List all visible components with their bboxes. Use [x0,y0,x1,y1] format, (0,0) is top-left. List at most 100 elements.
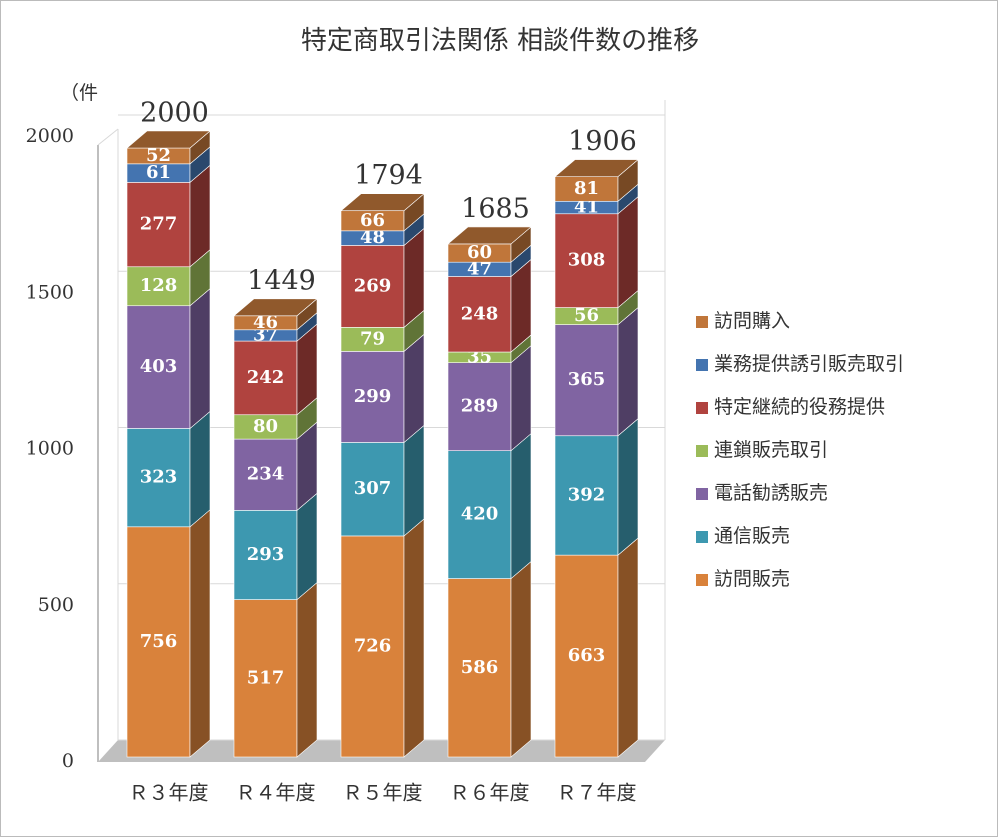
bar-segment [126,266,191,307]
bar-segment [233,438,298,511]
bar-segment [340,535,405,758]
bar-side [403,333,425,444]
bar-segment [233,510,298,600]
legend-label: 訪問販売 [714,568,790,590]
value-label: 756 [140,631,178,652]
bar-side [510,433,532,580]
y-axis-label: （件 [60,82,98,104]
bar-side [189,410,211,528]
x-tick-label: Ｒ５年度 [343,781,423,805]
value-label: 79 [360,328,385,349]
value-label: 234 [247,464,285,485]
value-label: 242 [247,367,285,388]
y-tick-label: 2000 [26,125,74,147]
bar-side [510,345,532,452]
y-tick-label: 500 [38,594,74,616]
total-label: 1449 [247,265,316,296]
bar-segment [126,526,191,758]
legend-swatch [696,402,708,414]
value-label: 293 [247,544,285,565]
bar-segment [447,362,512,451]
total-label: 2000 [140,98,209,129]
legend-label: 訪問購入 [714,310,790,332]
bar-segment [554,554,619,758]
bar-side [403,518,425,758]
value-label: 586 [461,657,499,678]
y-tick-label: 1000 [26,438,74,460]
legend-swatch [696,488,708,500]
legend-label: 連鎖販売取引 [714,439,828,461]
bar-top [447,226,532,245]
value-label: 517 [247,667,285,688]
value-label: 46 [253,312,278,333]
legend-label: 通信販売 [714,525,790,547]
legend-label: 業務提供誘引販売取引 [714,353,904,375]
legend-swatch [696,574,708,586]
value-label: 66 [360,210,385,231]
total-label: 1794 [354,160,423,191]
value-label: 52 [146,145,171,166]
side-wall-edge [97,128,119,146]
y-tick-label: 1500 [26,281,74,303]
value-label: 277 [140,214,178,235]
bar-side [189,164,211,268]
bar-side [189,509,211,758]
bar-segment [554,176,619,202]
value-label: 248 [461,303,499,324]
value-label: 365 [568,369,606,390]
x-tick-label: Ｒ４年度 [236,781,316,805]
legend-swatch [696,359,708,371]
value-label: 48 [360,227,385,248]
legend-swatch [696,445,708,457]
value-label: 663 [568,645,606,666]
value-label: 80 [253,416,278,437]
bar-side [617,306,639,437]
bar-side [617,418,639,556]
value-label: 41 [574,197,599,218]
bar-segment [554,324,619,437]
bar-top [126,130,211,149]
bar-side [617,196,639,309]
bar-segment [340,442,405,537]
value-label: 56 [574,305,599,326]
value-label: 60 [467,242,492,263]
bar-side [296,581,318,758]
value-label: 307 [354,478,392,499]
legend-swatch [696,316,708,328]
bar-segment [340,245,405,328]
bar-side [189,288,211,430]
value-label: 392 [568,484,606,505]
bar-top [233,298,318,317]
bar-top [554,159,639,177]
value-label: 308 [568,250,606,271]
bar-segment [233,599,298,758]
total-label: 1906 [568,126,637,157]
bar-side [617,537,639,758]
x-tick-label: Ｒ６年度 [450,781,530,805]
value-label: 289 [461,396,499,417]
bar-side [510,560,532,758]
chart-title: 特定商取引法関係 相談件数の推移 [301,26,699,56]
bar-segment [340,327,405,352]
value-label: 323 [140,467,178,488]
bar-side [296,492,318,601]
bar-segment [126,305,191,429]
value-label: 403 [140,356,178,377]
total-label: 1685 [461,193,530,224]
x-tick-label: Ｒ３年度 [129,781,209,805]
value-label: 299 [354,386,392,407]
legend-label: 電話勧誘販売 [714,482,828,504]
value-label: 269 [354,275,392,296]
value-label: 47 [467,258,492,279]
value-label: 61 [146,162,171,183]
bar-side [403,424,425,537]
bar-top [340,193,425,212]
value-label: 420 [461,504,499,525]
legend-swatch [696,531,708,543]
legend-label: 特定継続的役務提供 [714,396,885,418]
value-label: 128 [140,275,178,296]
bar-segment [554,213,619,308]
bar-segment [340,351,405,443]
x-tick-label: Ｒ７年度 [557,781,637,805]
